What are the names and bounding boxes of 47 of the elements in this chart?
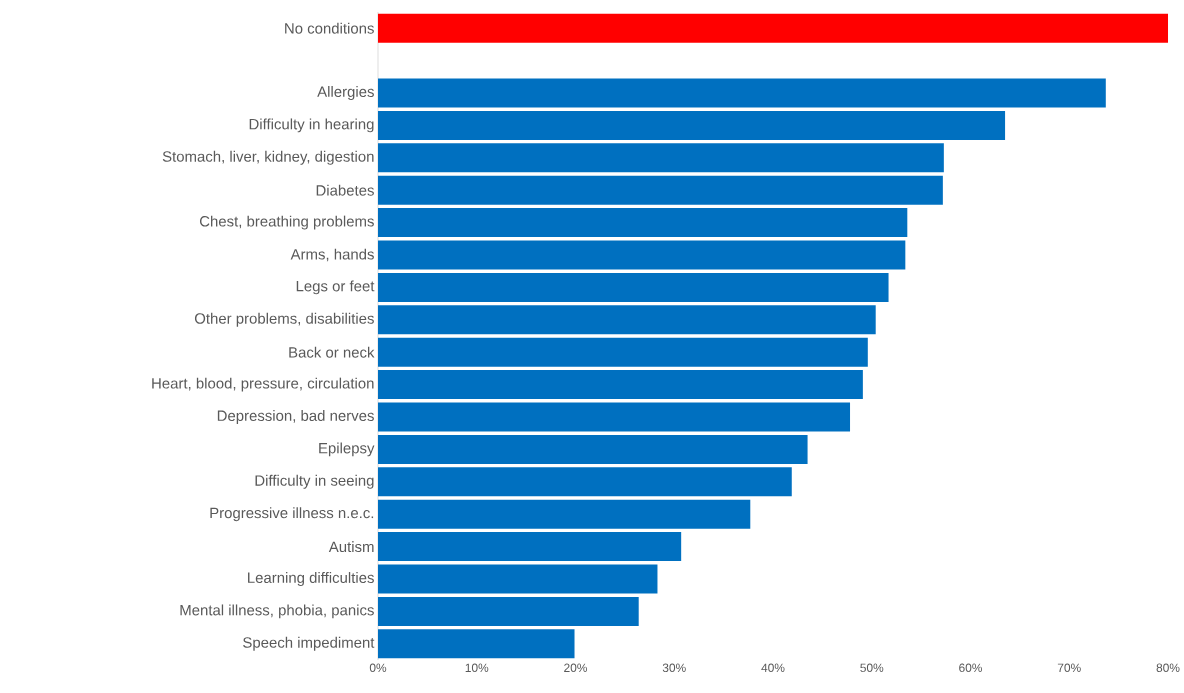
x-tick-label: 30% <box>662 663 686 672</box>
y-tick-label: Back or neck <box>289 346 375 358</box>
bar <box>378 175 943 205</box>
y-tick-label: Heart, blood, pressure, circulation <box>152 377 374 392</box>
bar <box>378 564 658 594</box>
y-tick-label: Difficulty in hearing <box>249 118 374 133</box>
y-tick-label: Stomach, liver, kidney, digestion <box>162 150 374 165</box>
y-tick-label: Epilepsy <box>319 442 375 457</box>
x-tick-label: 40% <box>761 663 785 672</box>
bar <box>378 499 751 529</box>
y-tick-label: Chest, breathing problems <box>199 215 374 230</box>
y-tick-label: Difficulty in seeing <box>255 474 374 489</box>
y-tick-label: Mental illness, phobia, panics <box>180 604 374 619</box>
bar <box>378 629 575 659</box>
y-tick-label: Arms, hands <box>290 248 374 262</box>
y-tick-label: Autism <box>328 541 374 553</box>
x-tick-label: 80% <box>1156 663 1180 672</box>
bar <box>378 143 944 173</box>
bar <box>378 370 863 400</box>
y-tick-label: Progressive illness n.e.c. <box>210 507 374 522</box>
bar <box>378 110 1006 140</box>
y-tick-label: Allergies <box>317 86 374 100</box>
bar <box>378 240 906 270</box>
y-tick-label: Learning difficulties <box>248 572 374 586</box>
y-tick-label: Diabetes <box>316 184 374 196</box>
x-tick-label: 60% <box>959 663 983 672</box>
y-tick-label: Speech impediment <box>243 636 375 651</box>
x-tick-label: 50% <box>860 663 884 672</box>
bar <box>378 402 851 432</box>
y-tick-label: Depression, bad nerves <box>217 410 374 424</box>
bar <box>378 208 908 238</box>
y-tick-label: No conditions <box>285 22 374 34</box>
x-tick-label: 70% <box>1057 663 1081 672</box>
x-tick-label: 20% <box>564 663 588 672</box>
bar <box>378 532 682 562</box>
bar <box>378 337 868 367</box>
bar <box>378 305 876 335</box>
bar <box>378 272 889 302</box>
bar <box>378 78 1106 108</box>
bar <box>378 434 808 464</box>
bar <box>378 467 792 497</box>
y-tick-label: Legs or feet <box>296 280 375 295</box>
bar <box>378 596 639 626</box>
y-tick-label: Other problems, disabilities <box>194 312 374 327</box>
bar <box>378 13 1169 43</box>
x-tick-label: 10% <box>465 663 489 672</box>
x-tick-label: 0% <box>369 663 387 672</box>
